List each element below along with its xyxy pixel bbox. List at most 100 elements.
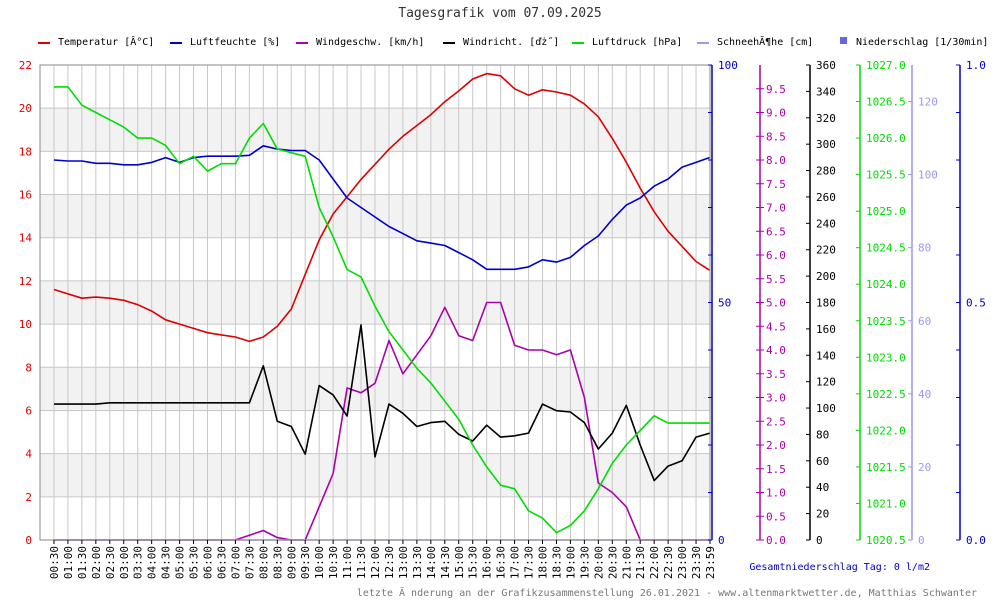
wind-speed-axis-tick-label: 3.0 (766, 392, 786, 405)
x-tick-label: 23:00 (676, 546, 689, 579)
pressure-axis-tick-label: 1020.5 (866, 534, 906, 547)
wind-speed-axis-tick-label: 5.5 (766, 273, 786, 286)
x-tick-label: 07:00 (229, 546, 242, 579)
x-tick-label: 22:00 (648, 546, 661, 579)
x-tick-label: 05:30 (188, 546, 201, 579)
chart-title: Tagesgrafik vom 07.09.2025 (398, 6, 602, 21)
wind-speed-axis-tick-label: 3.5 (766, 368, 786, 381)
x-tick-label: 01:00 (62, 546, 75, 579)
x-tick-label: 00:30 (48, 546, 61, 579)
wind-direction-axis-tick-label: 300 (816, 138, 836, 151)
snow-height-axis-tick-label: 0 (918, 534, 925, 547)
temperature-tick-label: 2 (25, 491, 32, 504)
wind-speed-axis-tick-label: 8.0 (766, 154, 786, 167)
x-tick-label: 09:30 (299, 546, 312, 579)
pressure-axis-tick-label: 1023.5 (866, 315, 906, 328)
legend-label: Niederschlag [1/30min] (856, 37, 988, 48)
pressure-axis-tick-label: 1025.0 (866, 205, 906, 218)
x-tick-label: 21:00 (620, 546, 633, 579)
wind-speed-axis-tick-label: 4.0 (766, 344, 786, 357)
snow-height-axis-tick-label: 40 (918, 388, 931, 401)
wind-speed-axis-tick-label: 0.0 (766, 534, 786, 547)
x-tick-label: 11:30 (355, 546, 368, 579)
x-tick-label: 12:30 (383, 546, 396, 579)
pressure-axis-tick-label: 1021.0 (866, 497, 906, 510)
humidity-axis-tick-label: 50 (718, 297, 731, 310)
x-tick-label: 20:00 (592, 546, 605, 579)
x-tick-label: 08:00 (257, 546, 270, 579)
wind-speed-axis-tick-label: 7.5 (766, 178, 786, 191)
precipitation-axis-tick-label: 0.5 (966, 297, 986, 310)
series-line-humidity (53, 145, 710, 271)
x-tick-label: 05:00 (174, 546, 187, 579)
x-tick-label: 11:00 (341, 546, 354, 579)
pressure-axis-tick-label: 1027.0 (866, 59, 906, 72)
x-tick-label: 13:30 (411, 546, 424, 579)
pressure-axis-tick-label: 1022.5 (866, 388, 906, 401)
credit-footer: letzte Ă nderung an der Grafikzusammenst… (357, 586, 977, 599)
x-tick-label: 17:00 (509, 546, 522, 579)
wind-direction-axis-tick-label: 260 (816, 191, 836, 204)
series-line-wind-direction (54, 324, 711, 482)
temperature-tick-label: 20 (19, 102, 32, 115)
wind-speed-axis-tick-label: 2.5 (766, 415, 786, 428)
x-tick-label: 16:00 (481, 546, 494, 579)
snow-height-axis-tick-label: 20 (918, 461, 931, 474)
wind-direction-axis-tick-label: 200 (816, 270, 836, 283)
pressure-axis-tick-label: 1026.5 (866, 96, 906, 109)
x-tick-label: 15:30 (467, 546, 480, 579)
wind-speed-axis-tick-label: 8.5 (766, 130, 786, 143)
wind-direction-axis-tick-label: 180 (816, 297, 836, 310)
x-tick-label: 17:30 (523, 546, 536, 579)
legend-swatch (840, 37, 847, 44)
x-tick-label: 02:30 (104, 546, 117, 579)
x-tick-label: 18:30 (550, 546, 563, 579)
x-tick-label: 20:30 (606, 546, 619, 579)
wind-direction-axis-tick-label: 320 (816, 112, 836, 125)
wind-direction-axis-tick-label: 220 (816, 244, 836, 257)
temperature-tick-label: 18 (19, 145, 32, 158)
wind-direction-axis-tick-label: 120 (816, 376, 836, 389)
temperature-tick-label: 22 (19, 59, 32, 72)
x-tick-label: 21:30 (634, 546, 647, 579)
wind-direction-axis-tick-label: 140 (816, 349, 836, 362)
humidity-axis-tick-label: 100 (718, 59, 738, 72)
temperature-tick-label: 10 (19, 318, 32, 331)
pressure-axis-tick-label: 1025.5 (866, 169, 906, 182)
snow-height-axis-tick-label: 120 (918, 96, 938, 109)
wind-speed-axis-tick-label: 1.0 (766, 487, 786, 500)
wind-speed-axis-tick-label: 6.5 (766, 225, 786, 238)
snow-height-axis-tick-label: 80 (918, 242, 931, 255)
x-tick-label: 12:00 (369, 546, 382, 579)
pressure-axis-tick-label: 1022.0 (866, 424, 906, 437)
x-tick-label: 10:30 (327, 546, 340, 579)
wind-speed-axis-tick-label: 9.0 (766, 107, 786, 120)
wind-direction-axis-tick-label: 0 (816, 534, 823, 547)
temperature-tick-label: 0 (25, 534, 32, 547)
wind-speed-axis-tick-label: 1.5 (766, 463, 786, 476)
snow-height-axis-tick-label: 60 (918, 315, 931, 328)
series-line-temperature (53, 72, 710, 343)
wind-direction-axis-tick-label: 20 (816, 508, 829, 521)
x-tick-label: 10:00 (313, 546, 326, 579)
snow-height-axis-tick-label: 100 (918, 169, 938, 182)
temperature-tick-label: 6 (25, 404, 32, 417)
pressure-axis-tick-label: 1023.0 (866, 351, 906, 364)
pressure-axis-tick-label: 1024.5 (866, 242, 906, 255)
legend-label: Temperatur [Â°C] (58, 35, 154, 48)
wind-direction-axis-tick-label: 240 (816, 217, 836, 230)
x-tick-label: 06:00 (202, 546, 215, 579)
pressure-axis-tick-label: 1026.0 (866, 132, 906, 145)
wind-direction-axis-tick-label: 40 (816, 481, 829, 494)
x-tick-label: 03:00 (118, 546, 131, 579)
wind-direction-axis-tick-label: 340 (816, 85, 836, 98)
precipitation-axis-tick-label: 1.0 (966, 59, 986, 72)
temperature-tick-label: 14 (19, 232, 33, 245)
temperature-tick-label: 16 (19, 189, 32, 202)
total-precipitation-label: Gesamtniederschlag Tag: 0 l/m2 (749, 562, 930, 573)
pressure-axis-tick-label: 1021.5 (866, 461, 906, 474)
series-line-wind-speed (54, 301, 710, 541)
x-tick-label: 14:30 (439, 546, 452, 579)
